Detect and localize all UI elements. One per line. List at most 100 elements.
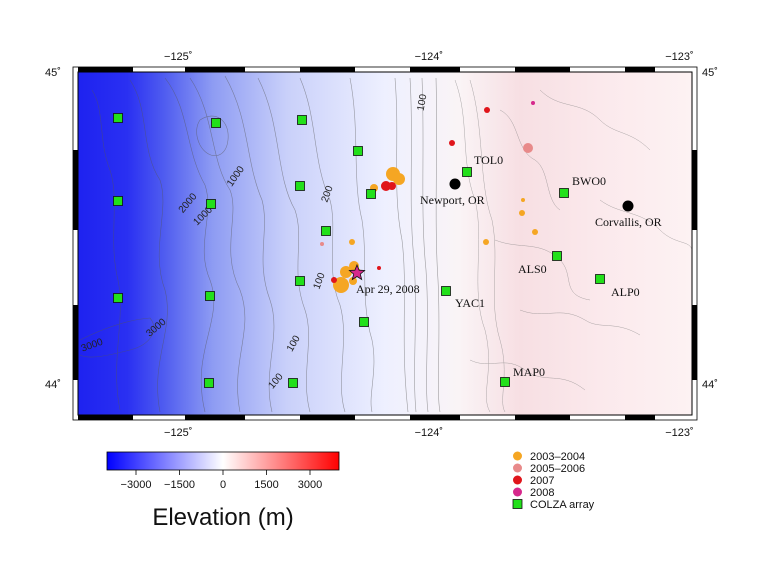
bathymetry-contours [79,75,441,413]
earthquake-event [531,101,535,105]
legend-item-label: 2007 [530,475,554,487]
frame-segment-bottom [185,415,245,420]
colorbar-tick-label: 3000 [298,479,322,491]
earthquake-event [521,198,525,202]
colza-stations [113,113,605,388]
colza-station-marker [462,167,472,177]
colza-station-marker [113,293,123,303]
legend-item-label: 2003–2004 [530,451,585,463]
axis-tick-labels: −125˚ −125˚ −124˚ −124˚ −123˚ −123˚ 45˚ 45˚ 44˚ 4… [45,51,718,439]
colza-station-marker [559,188,569,198]
colorbar-tick-label: 1500 [254,479,278,491]
city-marker-icon [622,200,634,212]
station-label-als0: ALS0 [518,262,547,276]
frame-segment-left [73,150,78,230]
legend-circle-icon [513,463,522,473]
station-label-bwo0: BWO0 [572,174,606,188]
lon-tick-label-top: −125˚ [164,51,192,63]
legend-item-label: 2008 [530,487,554,499]
city-label: Corvallis, OR [595,215,662,229]
station-labels: TOL0 BWO0 ALS0 ALP0 YAC1 MAP0 [455,153,640,379]
legend-item-label: COLZA array [530,499,595,511]
lat-tick-label-right: 44˚ [702,379,718,391]
earthquake-event [519,210,525,216]
colorbar-title: Elevation (m) [152,504,293,531]
legend-circle-icon [513,487,522,497]
earthquake-event [340,266,352,278]
earthquake-event [377,266,381,270]
station-label-yac1: YAC1 [455,296,485,310]
earthquake-event [331,277,337,283]
lon-tick-label-top: −124˚ [415,51,443,63]
frame-segment-bottom [625,415,655,420]
frame-segment-top [185,67,245,72]
map-frame [77,71,693,416]
colza-station-marker [595,274,605,284]
map-frame-checker [72,66,698,421]
frame-segment-bottom [410,415,460,420]
frame-segment-top [515,67,570,72]
earthquake-event [381,181,391,191]
frame-segment-top [410,67,460,72]
frame-segment-bottom [300,415,355,420]
frame-segment-bottom [515,415,570,420]
legend-circle-icon [513,475,522,485]
earthquake-event [349,277,357,285]
colza-station-marker [366,189,376,199]
frame-segment-top [78,67,133,72]
apr-29-2008-epicenter: Apr 29, 2008 [348,263,420,296]
legend-item-label: 2005–2006 [530,463,585,475]
earthquake-event [393,173,405,185]
colza-station-marker [204,378,214,388]
frame-segment-top [625,67,655,72]
earthquake-event [523,143,533,153]
elevation-field [78,72,692,415]
colorbar-ticks: −3000 −1500 0 1500 3000 [121,470,322,491]
colza-station-marker [211,118,221,128]
epicenter-star-icon [348,263,366,281]
lat-tick-label-left: 45˚ [45,67,61,79]
lat-tick-label-left: 44˚ [45,379,61,391]
earthquake-event [320,242,324,246]
colza-station-marker [288,378,298,388]
elevation-colorbar: −3000 −1500 0 1500 3000 Elevation (m) [106,451,340,531]
colorbar-gradient [106,451,340,471]
contour-label: 100 [416,93,430,112]
colza-station-marker [205,291,215,301]
colza-station-marker [297,115,307,125]
lon-tick-label-bottom: −125˚ [164,427,192,439]
colza-station-marker [359,317,369,327]
colza-station-marker [295,276,305,286]
city-marker-icon [449,178,461,190]
colorbar-tick-label: 0 [220,479,226,491]
earthquake-event [349,239,355,245]
station-label-map0: MAP0 [513,365,545,379]
city-markers: Newport, OR Corvallis, OR [420,178,662,229]
lon-tick-label-top: −123˚ [665,51,693,63]
earthquake-event [532,229,538,235]
colza-station-marker [113,196,123,206]
earthquake-event [333,277,349,293]
frame-segment-top [300,67,355,72]
frame-segment-left [73,305,78,380]
legend-circle-icon [513,451,522,461]
colza-station-marker [295,181,305,191]
colza-station-marker [552,251,562,261]
colza-station-marker [321,226,331,236]
colza-station-marker [353,146,363,156]
colza-station-marker [206,199,216,209]
frame-outer [72,66,698,421]
earthquake-event [484,107,490,113]
colza-station-marker [500,377,510,387]
earthquake-events [320,101,538,293]
colza-station-marker [441,286,451,296]
station-label-alp0: ALP0 [611,285,640,299]
event-label: Apr 29, 2008 [356,282,420,296]
earthquake-event [483,239,489,245]
lat-tick-label-right: 45˚ [702,67,718,79]
earthquake-event [388,182,396,190]
lon-tick-label-bottom: −123˚ [665,427,693,439]
